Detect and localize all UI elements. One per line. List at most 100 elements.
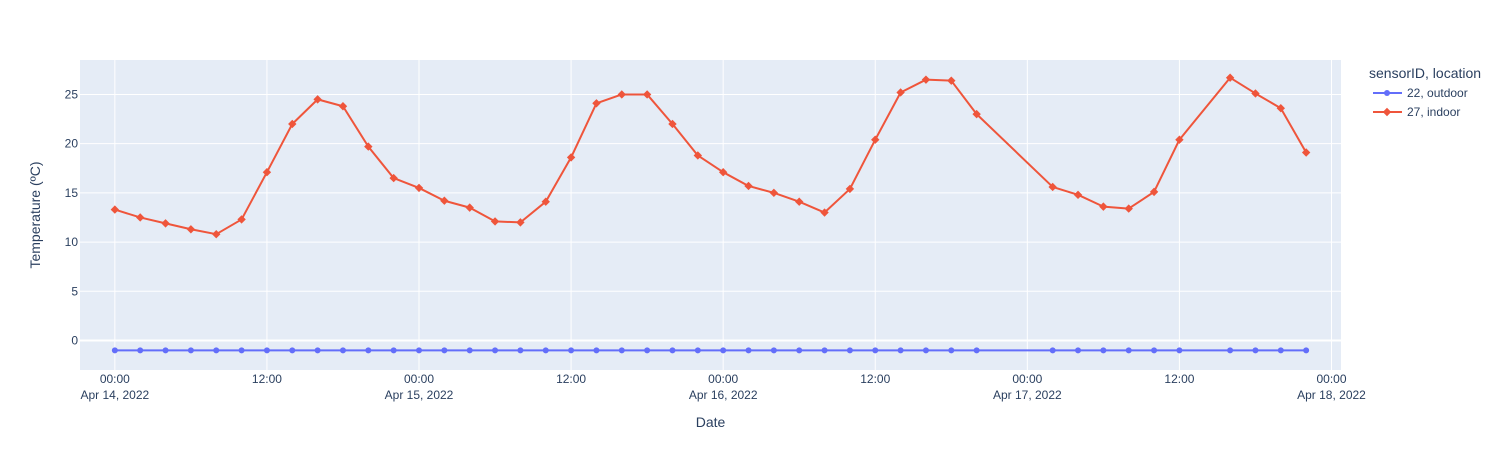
- data-point-22-outdoor[interactable]: [1049, 347, 1056, 354]
- y-tick-label: 20: [65, 137, 79, 151]
- y-tick-label: 25: [65, 87, 79, 101]
- data-point-22-outdoor[interactable]: [1176, 347, 1183, 354]
- data-point-22-outdoor[interactable]: [289, 347, 296, 354]
- data-point-27-indoor[interactable]: [921, 75, 931, 84]
- data-point-22-outdoor[interactable]: [314, 347, 321, 354]
- x-tick-label-date: Apr 18, 2022: [1297, 388, 1366, 402]
- data-point-22-outdoor[interactable]: [492, 347, 499, 354]
- data-point-27-indoor[interactable]: [845, 184, 855, 194]
- data-point-27-indoor[interactable]: [617, 90, 626, 99]
- data-point-22-outdoor[interactable]: [213, 347, 220, 354]
- data-point-22-outdoor[interactable]: [618, 347, 625, 354]
- data-point-27-indoor[interactable]: [693, 151, 703, 160]
- data-point-27-indoor[interactable]: [820, 208, 829, 217]
- data-point-27-indoor[interactable]: [566, 153, 576, 162]
- data-point-22-outdoor[interactable]: [922, 347, 929, 354]
- data-point-22-outdoor[interactable]: [263, 347, 270, 354]
- data-point-22-outdoor[interactable]: [466, 347, 473, 354]
- data-point-27-indoor[interactable]: [642, 90, 652, 99]
- data-point-22-outdoor[interactable]: [1303, 347, 1310, 354]
- legend-swatch-marker[interactable]: [1382, 107, 1392, 117]
- data-point-27-indoor[interactable]: [718, 167, 728, 177]
- data-point-22-outdoor[interactable]: [796, 347, 803, 354]
- data-point-22-outdoor[interactable]: [339, 347, 346, 354]
- data-point-27-indoor[interactable]: [947, 76, 956, 85]
- data-point-27-indoor[interactable]: [668, 119, 677, 129]
- data-point-27-indoor[interactable]: [795, 197, 804, 206]
- data-point-27-indoor[interactable]: [262, 167, 272, 177]
- data-point-22-outdoor[interactable]: [720, 347, 727, 354]
- data-point-27-indoor[interactable]: [1149, 187, 1159, 197]
- data-point-22-outdoor[interactable]: [694, 347, 701, 354]
- data-point-27-indoor[interactable]: [541, 197, 550, 206]
- data-point-22-outdoor[interactable]: [593, 347, 600, 354]
- data-point-27-indoor[interactable]: [1225, 73, 1235, 82]
- data-point-22-outdoor[interactable]: [441, 347, 448, 354]
- data-point-27-indoor[interactable]: [186, 225, 196, 234]
- data-point-27-indoor[interactable]: [212, 229, 221, 239]
- data-point-22-outdoor[interactable]: [517, 347, 524, 354]
- data-point-22-outdoor[interactable]: [1227, 347, 1234, 354]
- data-point-22-outdoor[interactable]: [365, 347, 372, 354]
- legend-item-22-outdoor[interactable]: 22, outdoor: [1373, 86, 1468, 100]
- data-point-22-outdoor[interactable]: [162, 347, 169, 354]
- data-point-27-indoor[interactable]: [1276, 104, 1286, 113]
- data-point-22-outdoor[interactable]: [1151, 347, 1158, 354]
- legend-item-27-indoor[interactable]: 27, indoor: [1373, 105, 1460, 119]
- data-point-27-indoor[interactable]: [592, 99, 601, 108]
- data-point-27-indoor[interactable]: [135, 213, 145, 222]
- data-point-22-outdoor[interactable]: [644, 347, 651, 354]
- data-point-22-outdoor[interactable]: [821, 347, 828, 354]
- data-point-22-outdoor[interactable]: [1075, 347, 1082, 354]
- data-point-27-indoor[interactable]: [896, 88, 905, 97]
- series-27-indoor: [110, 73, 1311, 239]
- data-point-27-indoor[interactable]: [1175, 135, 1184, 144]
- data-point-22-outdoor[interactable]: [669, 347, 676, 354]
- data-point-27-indoor[interactable]: [1073, 190, 1083, 200]
- data-point-27-indoor[interactable]: [1048, 182, 1057, 192]
- data-point-27-indoor[interactable]: [237, 215, 246, 224]
- data-point-27-indoor[interactable]: [313, 95, 322, 104]
- data-point-27-indoor[interactable]: [414, 183, 424, 193]
- legend-swatch-marker[interactable]: [1384, 90, 1390, 96]
- data-point-27-indoor[interactable]: [1251, 89, 1260, 98]
- data-point-22-outdoor[interactable]: [846, 347, 853, 354]
- data-point-27-indoor[interactable]: [364, 142, 373, 151]
- data-point-22-outdoor[interactable]: [187, 347, 194, 354]
- data-point-22-outdoor[interactable]: [1277, 347, 1284, 354]
- data-point-22-outdoor[interactable]: [973, 347, 980, 354]
- data-point-22-outdoor[interactable]: [1252, 347, 1259, 354]
- data-point-22-outdoor[interactable]: [137, 347, 144, 354]
- data-point-22-outdoor[interactable]: [948, 347, 955, 354]
- data-point-27-indoor[interactable]: [769, 188, 779, 198]
- data-point-22-outdoor[interactable]: [1100, 347, 1107, 354]
- data-point-27-indoor[interactable]: [1124, 204, 1133, 213]
- data-point-27-indoor[interactable]: [440, 196, 449, 205]
- data-point-27-indoor[interactable]: [1099, 202, 1108, 211]
- data-point-27-indoor[interactable]: [1301, 148, 1311, 157]
- data-point-22-outdoor[interactable]: [390, 347, 397, 354]
- data-point-27-indoor[interactable]: [288, 119, 297, 129]
- data-point-27-indoor[interactable]: [972, 109, 981, 119]
- data-point-27-indoor[interactable]: [744, 181, 753, 191]
- data-point-27-indoor[interactable]: [516, 218, 525, 227]
- data-point-22-outdoor[interactable]: [897, 347, 904, 354]
- data-point-27-indoor[interactable]: [161, 219, 170, 228]
- data-point-27-indoor[interactable]: [389, 173, 398, 183]
- data-point-27-indoor[interactable]: [490, 217, 500, 226]
- data-point-22-outdoor[interactable]: [416, 347, 423, 354]
- data-point-22-outdoor[interactable]: [745, 347, 752, 354]
- data-point-22-outdoor[interactable]: [872, 347, 879, 354]
- data-point-27-indoor[interactable]: [338, 102, 348, 111]
- data-point-22-outdoor[interactable]: [1125, 347, 1132, 354]
- data-point-22-outdoor[interactable]: [542, 347, 549, 354]
- data-point-22-outdoor[interactable]: [111, 347, 118, 354]
- gridlines: [80, 60, 1341, 370]
- data-point-22-outdoor[interactable]: [568, 347, 575, 354]
- legend[interactable]: sensorID, location 22, outdoor 27, indoor: [1369, 65, 1481, 119]
- data-point-22-outdoor[interactable]: [770, 347, 777, 354]
- data-point-22-outdoor[interactable]: [238, 347, 245, 354]
- data-point-27-indoor[interactable]: [465, 203, 474, 212]
- data-point-27-indoor[interactable]: [871, 135, 880, 144]
- data-point-27-indoor[interactable]: [110, 205, 120, 214]
